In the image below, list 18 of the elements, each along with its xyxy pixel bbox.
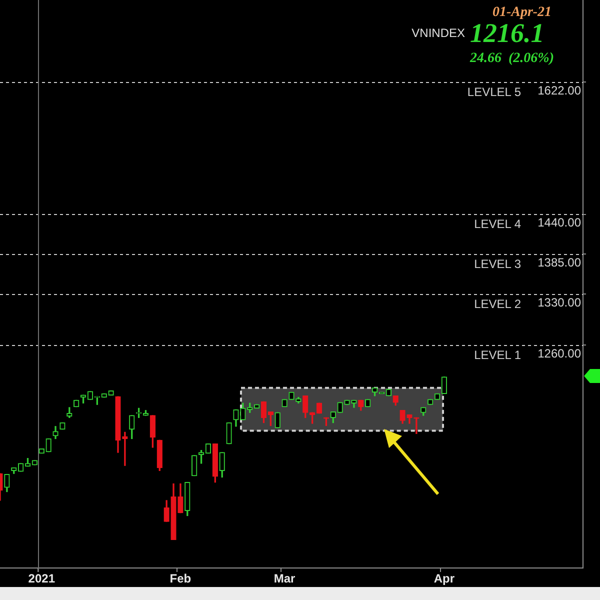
text: VNINDEX: [412, 26, 465, 40]
chart-subtitle: 01-Apr-21: [492, 5, 552, 20]
ref-line-label: LEVLEL 5: [467, 84, 522, 99]
ref-line-label: LEVEL 4: [474, 216, 522, 231]
y-tick-label: 1330.00: [538, 295, 582, 310]
y-tick-label: 1440.00: [538, 216, 582, 230]
x-tick-label: Apr: [434, 572, 455, 586]
x-tick-label: Feb: [170, 572, 192, 586]
ref-line-label: LEVEL 2: [474, 296, 522, 311]
x-tick-label: Mar: [274, 572, 296, 586]
y-tick-label: 1260.00: [538, 346, 582, 360]
ref-line-label: LEVEL 1: [474, 348, 522, 362]
annotation: 24.66 (2.06%): [469, 51, 554, 66]
y-tick-label: 1622.00: [538, 83, 582, 98]
x-tick-label: 2021: [28, 572, 56, 586]
annotation: 1216.1: [470, 18, 544, 48]
y-tick-label: 1385.00: [538, 256, 582, 270]
ref-line-label: LEVEL 3: [474, 256, 522, 271]
